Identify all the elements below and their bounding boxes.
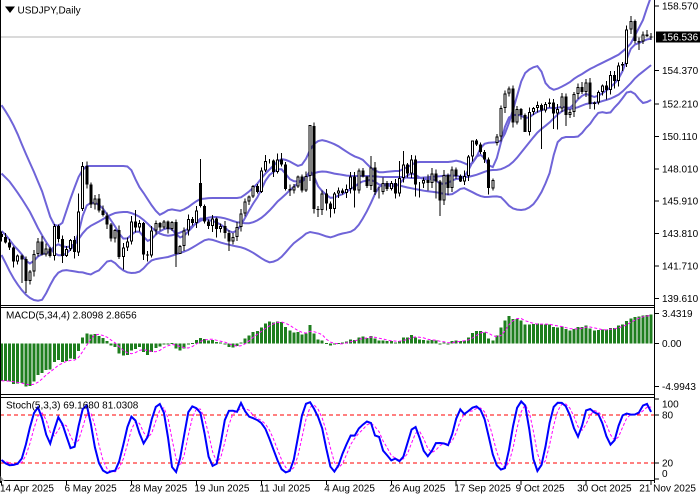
svg-text:152.210: 152.210 xyxy=(662,100,699,111)
svg-text:143.810: 143.810 xyxy=(662,229,699,240)
svg-text:Stoch(5,3,3) 69.1680 81.0308: Stoch(5,3,3) 69.1680 81.0308 xyxy=(6,401,139,412)
svg-text:150.110: 150.110 xyxy=(662,132,698,143)
svg-text:145.910: 145.910 xyxy=(662,197,699,208)
svg-text:USDJPY,Daily: USDJPY,Daily xyxy=(18,6,81,17)
svg-text:17 Sep 2025: 17 Sep 2025 xyxy=(454,484,511,495)
svg-text:0: 0 xyxy=(662,469,668,480)
svg-text:6 May 2025: 6 May 2025 xyxy=(64,484,117,495)
svg-text:0.00: 0.00 xyxy=(662,339,682,350)
svg-text:MACD(5,34,4) 2.8098 2.8656: MACD(5,34,4) 2.8098 2.8656 xyxy=(6,311,137,322)
svg-text:80: 80 xyxy=(662,411,674,422)
svg-text:28 May 2025: 28 May 2025 xyxy=(129,484,187,495)
svg-text:11 Jul 2025: 11 Jul 2025 xyxy=(259,484,310,495)
svg-text:30 Oct 2025: 30 Oct 2025 xyxy=(577,484,632,495)
svg-text:4 Aug 2025: 4 Aug 2025 xyxy=(324,484,375,495)
svg-text:148.010: 148.010 xyxy=(662,164,699,175)
svg-text:139.610: 139.610 xyxy=(662,294,699,305)
svg-text:26 Aug 2025: 26 Aug 2025 xyxy=(389,484,446,495)
svg-text:-4.9943: -4.9943 xyxy=(662,382,696,393)
svg-text:14 Apr 2025: 14 Apr 2025 xyxy=(0,484,54,495)
svg-text:19 Jun 2025: 19 Jun 2025 xyxy=(194,484,249,495)
svg-text:154.370: 154.370 xyxy=(662,66,699,77)
svg-text:156.536: 156.536 xyxy=(662,33,699,44)
svg-text:3.4319: 3.4319 xyxy=(662,309,693,320)
svg-text:20: 20 xyxy=(662,459,674,470)
svg-text:9 Oct 2025: 9 Oct 2025 xyxy=(516,484,565,495)
svg-text:100: 100 xyxy=(662,400,679,411)
svg-text:141.710: 141.710 xyxy=(662,262,699,273)
svg-text:158.570: 158.570 xyxy=(662,1,699,12)
svg-text:21 Nov 2025: 21 Nov 2025 xyxy=(639,484,696,495)
